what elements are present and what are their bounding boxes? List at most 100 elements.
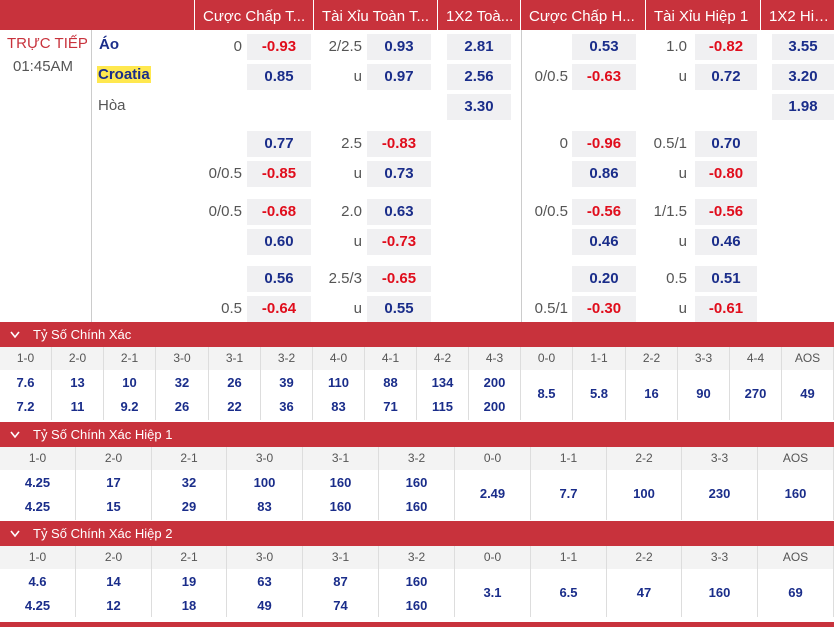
score-odds-cell[interactable]: 270 [730, 370, 782, 420]
score-odds[interactable]: 6.5 [559, 585, 578, 600]
score-odds[interactable]: 7.7 [559, 486, 578, 501]
odds-button[interactable]: 2.56 [447, 64, 511, 90]
score-odds-cell[interactable]: 100 [607, 470, 682, 520]
odds-button[interactable]: -0.96 [572, 131, 636, 157]
score-odds[interactable]: 160 [708, 585, 731, 600]
odds-button[interactable]: 0.93 [367, 34, 431, 60]
score-odds[interactable]: 22 [227, 399, 242, 414]
score-odds[interactable]: 49 [800, 386, 815, 401]
score-odds[interactable]: 15 [106, 499, 121, 514]
score-odds-cell[interactable]: 160 [758, 470, 834, 520]
score-odds-cell[interactable]: 16 [626, 370, 678, 420]
score-odds-cell[interactable]: 63 49 [227, 569, 303, 617]
odds-button[interactable]: -0.56 [572, 199, 636, 225]
odds-button[interactable]: -0.64 [247, 296, 311, 322]
odds-button[interactable]: 0.73 [367, 161, 431, 187]
score-odds[interactable]: 7.2 [16, 399, 35, 414]
score-odds[interactable]: 160 [405, 574, 428, 589]
odds-button[interactable]: 0.46 [572, 229, 636, 255]
score-odds[interactable]: 4.25 [24, 475, 51, 490]
score-odds[interactable]: 8.5 [537, 386, 556, 401]
odds-button[interactable]: 1.98 [772, 94, 834, 120]
score-odds-cell[interactable]: 200 200 [469, 370, 521, 420]
score-odds-cell[interactable]: 47 [607, 569, 682, 617]
score-odds[interactable]: 7.6 [16, 375, 35, 390]
score-odds-cell[interactable]: 230 [682, 470, 758, 520]
odds-button[interactable]: 0.55 [367, 296, 431, 322]
odds-button[interactable]: 0.85 [247, 64, 311, 90]
score-odds-cell[interactable]: 6.5 [531, 569, 607, 617]
score-odds[interactable]: 3.1 [483, 585, 502, 600]
score-odds-cell[interactable]: 19 18 [152, 569, 227, 617]
header-overunder-ft[interactable]: Tài Xỉu Toàn T... [313, 0, 437, 30]
chevron-down-icon[interactable] [10, 322, 20, 357]
odds-button[interactable]: -0.63 [572, 64, 636, 90]
score-odds-cell[interactable]: 10 9.2 [104, 370, 156, 420]
score-odds[interactable]: 69 [788, 585, 803, 600]
score-odds-cell[interactable]: 87 74 [303, 569, 379, 617]
score-odds[interactable]: 87 [333, 574, 348, 589]
odds-button[interactable]: -0.83 [367, 131, 431, 157]
odds-button[interactable]: -0.56 [695, 199, 757, 225]
score-odds-cell[interactable]: 4.6 4.25 [0, 569, 76, 617]
score-odds-cell[interactable]: 32 26 [156, 370, 209, 420]
score-odds[interactable]: 14 [106, 574, 121, 589]
odds-button[interactable]: 0.70 [695, 131, 757, 157]
score-odds[interactable]: 12 [106, 598, 121, 613]
odds-button[interactable]: 0.20 [572, 266, 636, 292]
score-odds[interactable]: 4.25 [24, 598, 51, 613]
score-odds-cell[interactable]: 7.6 7.2 [0, 370, 52, 420]
score-odds-cell[interactable]: 14 12 [76, 569, 152, 617]
score-odds-cell[interactable]: 7.7 [531, 470, 607, 520]
odds-button[interactable]: 0.53 [572, 34, 636, 60]
score-odds[interactable]: 17 [106, 475, 121, 490]
score-odds[interactable]: 74 [333, 598, 348, 613]
score-odds-cell[interactable]: 39 36 [261, 370, 313, 420]
section-header[interactable]: Tỷ Số Chính Xác Hiệp 2 [0, 521, 834, 547]
score-odds-cell[interactable]: 160 160 [379, 569, 455, 617]
score-odds[interactable]: 32 [174, 375, 190, 390]
score-odds[interactable]: 2.49 [479, 486, 506, 501]
header-1x2-ft[interactable]: 1X2 Toà... [437, 0, 520, 30]
odds-button[interactable]: 0.60 [247, 229, 311, 255]
score-odds-cell[interactable]: 90 [678, 370, 730, 420]
odds-button[interactable]: 0.97 [367, 64, 431, 90]
score-odds[interactable]: 160 [405, 598, 428, 613]
odds-button[interactable]: -0.82 [695, 34, 757, 60]
score-odds[interactable]: 19 [181, 574, 197, 589]
score-odds[interactable]: 71 [383, 399, 398, 414]
score-odds[interactable]: 83 [257, 499, 272, 514]
score-odds-cell[interactable]: 134 115 [417, 370, 469, 420]
score-odds[interactable]: 49 [257, 598, 272, 613]
away-team[interactable]: Croatia [97, 66, 151, 83]
odds-button[interactable]: 0.72 [695, 64, 757, 90]
score-odds-cell[interactable]: 5.8 [573, 370, 626, 420]
score-odds-cell[interactable]: 8.5 [521, 370, 573, 420]
odds-button[interactable]: -0.80 [695, 161, 757, 187]
score-odds-cell[interactable]: 3.1 [455, 569, 531, 617]
score-odds[interactable]: 4.25 [24, 499, 51, 514]
score-odds[interactable]: 115 [432, 399, 453, 414]
section-header[interactable]: Tỷ Số Chính Xác Hiệp 1 [0, 422, 834, 448]
score-odds-cell[interactable]: 13 11 [52, 370, 104, 420]
score-odds-cell[interactable]: 49 [782, 370, 834, 420]
score-odds[interactable]: 18 [181, 598, 197, 613]
score-odds[interactable]: 29 [181, 499, 197, 514]
chevron-down-icon[interactable] [10, 422, 20, 457]
score-odds-cell[interactable]: 88 71 [365, 370, 417, 420]
score-odds[interactable]: 47 [636, 585, 652, 600]
score-odds[interactable]: 200 [483, 399, 506, 414]
score-odds[interactable]: 200 [483, 375, 506, 390]
score-odds-cell[interactable]: 69 [758, 569, 834, 617]
score-odds[interactable]: 83 [331, 399, 346, 414]
score-odds[interactable]: 13 [70, 375, 85, 390]
header-handicap-h1[interactable]: Cược Chấp H... [520, 0, 645, 30]
odds-button[interactable]: -0.61 [695, 296, 757, 322]
odds-button[interactable]: -0.65 [367, 266, 431, 292]
odds-button[interactable]: 0.46 [695, 229, 757, 255]
score-odds-cell[interactable]: 26 22 [209, 370, 261, 420]
odds-button[interactable]: -0.73 [367, 229, 431, 255]
score-odds-cell[interactable]: 110 83 [313, 370, 365, 420]
score-odds-cell[interactable]: 32 29 [152, 470, 227, 520]
odds-button[interactable]: 2.81 [447, 34, 511, 60]
